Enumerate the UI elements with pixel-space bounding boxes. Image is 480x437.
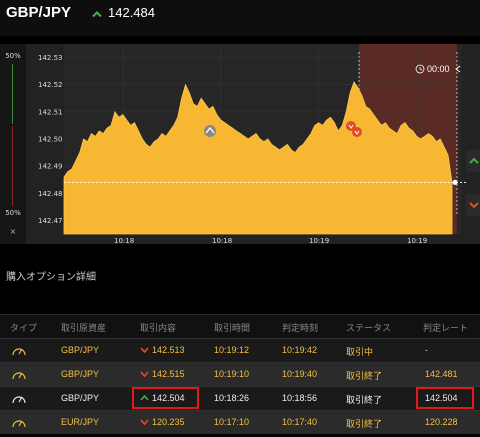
row-asset: GBP/JPY — [61, 393, 100, 403]
row-rate: 142.515 — [152, 369, 185, 379]
col-status: ステータス — [346, 324, 392, 334]
gauge-type-icon — [12, 396, 26, 404]
gauge-close-icon[interactable]: × — [9, 227, 17, 236]
up-arrow-icon — [469, 157, 479, 164]
row-status: 取引終了 — [346, 420, 383, 430]
row-result: - — [425, 345, 428, 355]
x-tick-label: 10:18 — [212, 237, 232, 244]
row-content: 142.513 — [140, 345, 185, 355]
table-row[interactable]: GBP/JPY 142.504 10:18:26 10:18:56 取引終了 142.50… — [0, 386, 480, 410]
row-content: 142.504 — [140, 393, 185, 403]
row-judge-time: 10:19:42 — [282, 345, 318, 355]
y-tick-label: 142.53 — [38, 54, 63, 62]
row-result: 142.481 — [425, 369, 458, 379]
row-time: 10:18:26 — [214, 393, 250, 403]
chart-panel: 50% 50% × 142.53 142.52 142.51 142.50 142.49… — [0, 44, 480, 244]
row-status: 取引終了 — [346, 396, 383, 406]
down-arrow-icon — [140, 371, 149, 378]
entry-marker-up-icon — [204, 125, 216, 137]
row-rate: 142.513 — [152, 345, 185, 355]
col-result: 判定レート — [423, 324, 469, 334]
col-judge: 判定時刻 — [282, 324, 319, 334]
gauge-type-icon — [12, 420, 26, 428]
y-tick-label: 142.51 — [38, 108, 63, 116]
col-asset: 取引原資産 — [61, 324, 107, 334]
gauge-bottom-label: 50% — [5, 209, 21, 217]
y-tick-label: 142.52 — [38, 81, 63, 89]
header: GBP/JPY 142.484 — [0, 0, 480, 36]
row-asset: EUR/JPY — [61, 417, 100, 427]
row-asset: GBP/JPY — [61, 369, 100, 379]
gauge-type-icon — [12, 372, 26, 380]
countdown-timer: 00:00 — [427, 64, 450, 74]
table-row[interactable]: GBP/JPY 142.515 10:19:10 10:19:40 取引終了 142.48… — [0, 362, 480, 386]
highlight-result-rate — [416, 387, 474, 409]
price-area — [63, 81, 453, 235]
price-chart: 142.53 142.52 142.51 142.50 142.49 142.48 142.… — [38, 44, 466, 244]
table-row[interactable]: EUR/JPY 120.235 10:17:10 10:17:40 取引終了 120.22… — [0, 410, 480, 434]
y-tick-label: 142.48 — [38, 190, 63, 198]
x-tick-label: 10:19 — [309, 237, 329, 244]
row-judge-time: 10:19:40 — [282, 369, 318, 379]
y-tick-label: 142.50 — [38, 136, 63, 144]
row-result: 142.504 — [425, 393, 458, 403]
current-price-dot — [452, 179, 458, 185]
y-tick-label: 142.49 — [38, 163, 63, 171]
timer-arrow-icon — [455, 65, 461, 73]
row-time: 10:19:10 — [214, 369, 250, 379]
x-tick-label: 10:18 — [114, 237, 134, 244]
gauge-down-bar — [12, 126, 13, 206]
down-arrow-icon — [140, 419, 149, 426]
table-row[interactable]: GBP/JPY 142.513 10:19:12 10:19:42 取引中 - — [0, 338, 480, 362]
y-tick-label: 142.47 — [38, 217, 63, 225]
header-price: 142.484 — [108, 5, 155, 20]
row-content: 120.235 — [140, 417, 185, 427]
entry-marker-down-icon — [346, 121, 362, 137]
row-content: 142.515 — [140, 369, 185, 379]
row-judge-time: 10:18:56 — [282, 393, 318, 403]
col-time: 取引時間 — [214, 324, 251, 334]
col-type: タイプ — [10, 324, 38, 334]
gauge-top-label: 50% — [5, 52, 21, 60]
down-arrow-icon — [140, 347, 149, 354]
row-result: 120.228 — [425, 417, 458, 427]
row-status: 取引中 — [346, 348, 374, 358]
down-arrow-icon — [469, 202, 479, 209]
row-status: 取引終了 — [346, 372, 383, 382]
highlight-entry-rate — [132, 387, 199, 409]
row-asset: GBP/JPY — [61, 345, 100, 355]
low-button[interactable] — [466, 194, 480, 216]
high-button[interactable] — [466, 150, 480, 172]
col-content: 取引内容 — [140, 324, 177, 334]
up-arrow-icon — [92, 11, 102, 17]
section-title: 購入オプション詳細 — [6, 272, 96, 283]
gauge-up-bar — [12, 64, 13, 124]
row-time: 10:19:12 — [214, 345, 250, 355]
gauge-type-icon — [12, 348, 26, 356]
row-judge-time: 10:17:40 — [282, 417, 318, 427]
side-gauge: 50% 50% × — [0, 44, 26, 244]
up-arrow-icon — [140, 394, 149, 401]
x-tick-label: 10:19 — [407, 237, 427, 244]
row-rate: 142.504 — [152, 393, 185, 403]
table-header: タイプ 取引原資産 取引内容 取引時間 判定時刻 ステータス 判定レート — [0, 314, 480, 338]
pair-title: GBP/JPY — [6, 4, 72, 21]
row-time: 10:17:10 — [214, 417, 250, 427]
clock-icon — [415, 64, 425, 74]
row-rate: 120.235 — [152, 417, 185, 427]
